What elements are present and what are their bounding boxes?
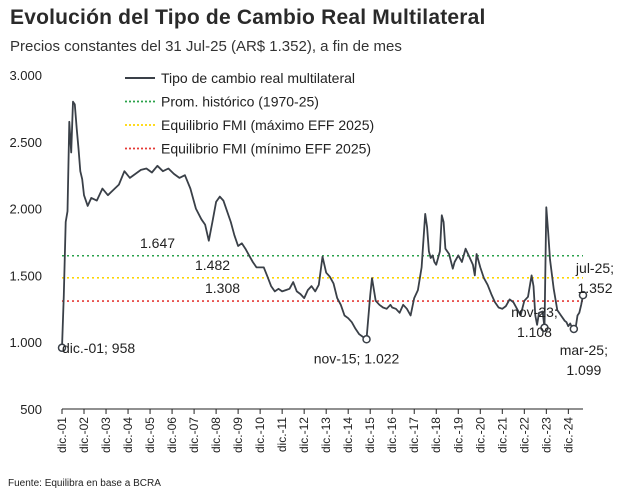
source-note: Fuente: Equilibra en base a BCRA (8, 478, 161, 489)
annotation-label: dic.-01; 958 (62, 340, 135, 356)
x-tick-label: dic.-05 (143, 417, 157, 453)
x-tick-label: dic.-14 (341, 417, 355, 453)
legend-label: Equilibrio FMI (mínimo EFF 2025) (161, 141, 371, 157)
data-point-marker (57, 343, 67, 353)
annotation-group: dic.-01; 958 nov-15; 1.022 nov-23; 1.108 mar… (62, 260, 614, 378)
x-tick-label: dic.-08 (209, 417, 223, 453)
series-line (61, 100, 584, 348)
x-tick-label: dic.-04 (121, 417, 135, 453)
x-tick-label: dic.-09 (231, 417, 245, 453)
x-tick-label: dic.-07 (187, 417, 201, 453)
annotation-label: nov-15; 1.022 (314, 350, 400, 366)
x-tick-label: dic.-20 (473, 417, 487, 453)
annotation-label: mar-25; (560, 342, 608, 358)
y-tick-label: 500 (20, 402, 42, 417)
data-point-marker (569, 324, 579, 334)
annotation-label: 1.108 (517, 324, 552, 340)
reference-value-label: 1.647 (140, 235, 175, 251)
x-tick-label: dic.-21 (495, 417, 509, 453)
marker-group (57, 290, 588, 353)
annotation-label: 1.099 (566, 362, 601, 378)
legend-label: Equilibrio FMI (máximo EFF 2025) (161, 117, 374, 133)
annotation-label: 1.352 (577, 280, 612, 296)
x-tick-label: dic.-23 (539, 417, 553, 453)
x-tick-label: dic.-17 (407, 417, 421, 453)
data-point-marker (362, 335, 371, 344)
x-tick-label: dic.-18 (429, 417, 443, 453)
y-tick-label: 3.000 (9, 68, 42, 83)
x-tick-label: dic.-22 (517, 417, 531, 453)
x-tick-label: dic.-11 (275, 417, 289, 452)
y-tick-label: 1.500 (9, 268, 42, 283)
data-point-marker (578, 290, 588, 300)
chart-subtitle: Precios constantes del 31 Jul-25 (AR$ 1.… (10, 38, 402, 55)
x-tick-label: dic.-01 (55, 417, 69, 453)
x-tick-label: dic.-02 (77, 417, 91, 453)
x-tick-label: dic.-16 (385, 417, 399, 453)
x-tick-label: dic.-13 (319, 417, 333, 453)
annotation-label: nov-23; (511, 304, 558, 320)
x-tick-label: dic.-06 (165, 417, 179, 453)
x-tick-label: dic.-24 (561, 417, 575, 453)
legend: Tipo de cambio real multilateral Prom. hi… (125, 70, 374, 157)
chart-title: Evolución del Tipo de Cambio Real Multil… (10, 6, 486, 29)
y-tick-label: 2.500 (9, 135, 42, 150)
reference-lines: 1.647 1.482 1.308 (62, 235, 583, 302)
data-point-marker (540, 323, 549, 333)
series-group (61, 100, 584, 348)
y-tick-label: 2.000 (9, 202, 42, 217)
x-tick-label: dic.-19 (451, 417, 465, 453)
axes-group: 500 1.000 1.500 2.000 2.500 3.000 dic.-01 dic.-… (9, 68, 583, 453)
x-tick-label: dic.-12 (297, 417, 311, 453)
x-tick-label: dic.-03 (99, 417, 113, 453)
x-tick-label: dic.-15 (363, 417, 377, 453)
y-tick-label: 1.000 (9, 335, 42, 350)
reference-value-label: 1.308 (205, 280, 240, 296)
reference-value-label: 1.482 (195, 257, 230, 273)
legend-label: Prom. histórico (1970-25) (161, 94, 319, 110)
legend-label: Tipo de cambio real multilateral (161, 70, 355, 86)
x-tick-label: dic.-10 (253, 417, 267, 453)
annotation-label: jul-25; (575, 260, 614, 276)
